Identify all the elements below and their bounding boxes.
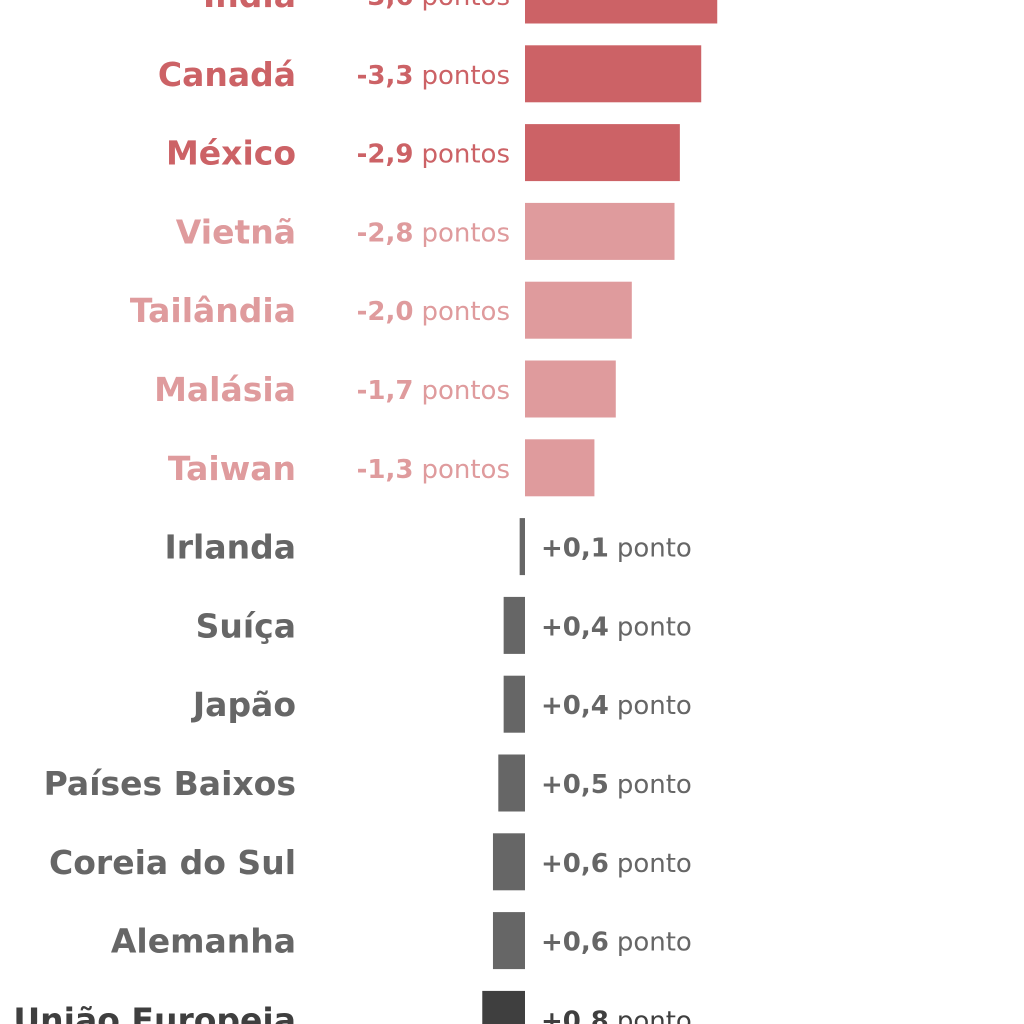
value-label-7: +0,1 ponto [541, 534, 692, 564]
value-label-3: -2,8 pontos [357, 218, 510, 248]
bar-3 [525, 202, 675, 260]
value-number-3: -2,8 [357, 218, 414, 248]
bar-7 [519, 518, 525, 576]
bar-8 [503, 596, 525, 654]
value-number-11: +0,6 [541, 849, 609, 879]
value-number-10: +0,5 [541, 770, 609, 800]
value-label-13: +0,8 ponto [541, 1006, 692, 1024]
value-label-5: -1,7 pontos [357, 376, 510, 406]
value-label-6: -1,3 pontos [357, 455, 510, 485]
value-number-2: -2,9 [357, 140, 414, 170]
value-unit-1: pontos [421, 61, 510, 91]
value-number-13: +0,8 [541, 1006, 609, 1024]
category-label-11: Coreia do Sul [49, 843, 296, 882]
value-unit-13: ponto [617, 1006, 692, 1024]
bar-13 [482, 990, 525, 1024]
category-label-0: Índia [203, 0, 296, 15]
value-number-5: -1,7 [357, 376, 414, 406]
value-number-6: -1,3 [357, 455, 414, 485]
value-label-10: +0,5 ponto [541, 770, 692, 800]
category-label-6: Taiwan [168, 449, 296, 488]
category-label-5: Malásia [154, 370, 296, 409]
value-number-1: -3,3 [357, 61, 414, 91]
value-unit-0: pontos [421, 0, 510, 12]
value-unit-8: ponto [617, 612, 692, 642]
value-unit-6: pontos [421, 455, 510, 485]
category-label-8: Suíça [196, 606, 296, 645]
value-number-7: +0,1 [541, 534, 609, 564]
bar-5 [525, 360, 616, 418]
category-label-9: Japão [191, 685, 296, 724]
bar-12 [492, 912, 525, 970]
value-unit-10: ponto [617, 770, 692, 800]
bar-1 [525, 45, 702, 103]
bar-6 [525, 439, 595, 497]
bar-9 [503, 675, 525, 733]
value-number-0: -3,6 [357, 0, 414, 12]
value-label-1: -3,3 pontos [357, 61, 510, 91]
value-number-4: -2,0 [357, 297, 414, 327]
value-unit-11: ponto [617, 849, 692, 879]
value-label-0: -3,6 pontos [357, 0, 510, 12]
bar-0 [525, 0, 718, 24]
value-unit-2: pontos [421, 140, 510, 170]
value-unit-9: ponto [617, 691, 692, 721]
value-label-8: +0,4 ponto [541, 612, 692, 642]
value-label-11: +0,6 ponto [541, 849, 692, 879]
value-unit-12: ponto [617, 928, 692, 958]
category-label-1: Canadá [158, 55, 296, 94]
value-unit-5: pontos [421, 376, 510, 406]
bar-11 [492, 833, 525, 891]
value-number-12: +0,6 [541, 928, 609, 958]
value-unit-4: pontos [421, 297, 510, 327]
value-label-12: +0,6 ponto [541, 928, 692, 958]
category-label-7: Irlanda [164, 528, 296, 567]
category-label-4: Tailândia [130, 291, 296, 330]
value-unit-3: pontos [421, 218, 510, 248]
value-unit-7: ponto [617, 534, 692, 564]
category-label-13: União Europeia [13, 1000, 296, 1024]
bar-2 [525, 124, 680, 182]
value-number-8: +0,4 [541, 612, 609, 642]
bar-4 [525, 281, 632, 339]
category-label-3: Vietnã [176, 212, 296, 251]
value-label-4: -2,0 pontos [357, 297, 510, 327]
category-label-12: Alemanha [111, 922, 296, 961]
category-label-10: Países Baixos [44, 764, 296, 803]
value-label-2: -2,9 pontos [357, 140, 510, 170]
value-number-9: +0,4 [541, 691, 609, 721]
value-label-9: +0,4 ponto [541, 691, 692, 721]
bar-10 [498, 754, 525, 812]
category-label-2: México [166, 134, 296, 173]
